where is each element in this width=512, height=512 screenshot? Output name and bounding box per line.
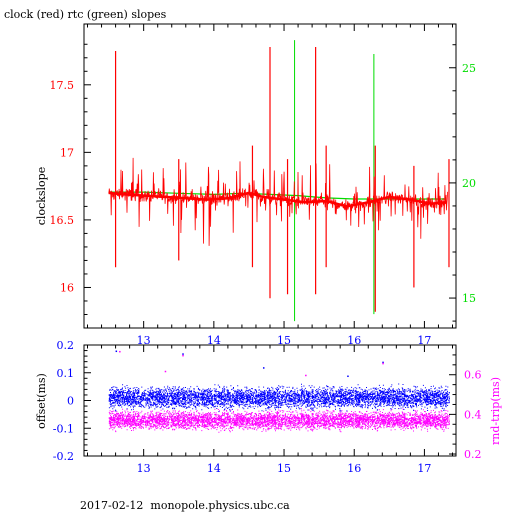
roundtrip-outlier xyxy=(119,350,121,353)
y2-tick-label: 20 xyxy=(462,177,476,190)
y-axis-label: clockslope xyxy=(35,167,48,225)
x-tick-label: 15 xyxy=(277,334,291,347)
y-tick-label: 17 xyxy=(60,146,74,159)
x-tick-label: 17 xyxy=(417,334,431,347)
roundtrip-outlier xyxy=(305,374,307,377)
footer-caption: 2017-02-12 monopole.physics.ubc.ca xyxy=(80,499,290,512)
y-tick-label: 0.1 xyxy=(57,367,75,380)
series-clock-mean xyxy=(108,191,446,208)
roundtrip-outlier xyxy=(164,370,167,373)
roundtrip-outlier xyxy=(182,354,184,357)
scatter-points xyxy=(108,350,450,433)
y2-tick-label: 25 xyxy=(462,62,476,75)
y-axis-label: offset(ms) xyxy=(35,373,48,429)
x-tick-label: 13 xyxy=(137,462,151,475)
series-rnd-trip-points xyxy=(108,408,450,433)
y2-tick-label: 0.2 xyxy=(464,448,482,461)
y2-tick-label: 0.4 xyxy=(464,408,482,421)
y-tick-label: 17.5 xyxy=(50,79,75,92)
series-offset-points xyxy=(108,383,450,413)
x-tick-label: 17 xyxy=(417,462,431,475)
x-tick-label: 14 xyxy=(207,462,221,475)
y-tick-label: -0.2 xyxy=(53,450,74,463)
y-tick-label: -0.1 xyxy=(53,422,74,435)
x-tick-label: 14 xyxy=(207,334,221,347)
offset-outlier xyxy=(115,350,118,353)
y-tick-label: 0.2 xyxy=(57,339,75,352)
offset-outlier xyxy=(382,361,384,364)
y2-axis-label: rnd-trip(ms) xyxy=(489,377,502,445)
y-tick-label: 0 xyxy=(67,395,74,408)
x-tick-label: 13 xyxy=(137,334,151,347)
y-tick-label: 16 xyxy=(60,281,74,294)
x-tick-label: 16 xyxy=(347,334,361,347)
chart-title: clock (red) rtc (green) slopes xyxy=(4,8,167,21)
offset-outlier xyxy=(347,375,349,378)
y2-tick-label: 0.6 xyxy=(464,369,482,382)
x-tick-label: 15 xyxy=(277,462,291,475)
x-tick-label: 16 xyxy=(347,462,361,475)
offset-outlier xyxy=(182,353,184,355)
offset-outlier xyxy=(262,367,265,369)
roundtrip-outlier xyxy=(382,362,384,365)
series-clock-line xyxy=(108,157,448,246)
y-tick-label: 16.5 xyxy=(50,214,75,227)
y2-tick-label: 15 xyxy=(462,292,476,305)
